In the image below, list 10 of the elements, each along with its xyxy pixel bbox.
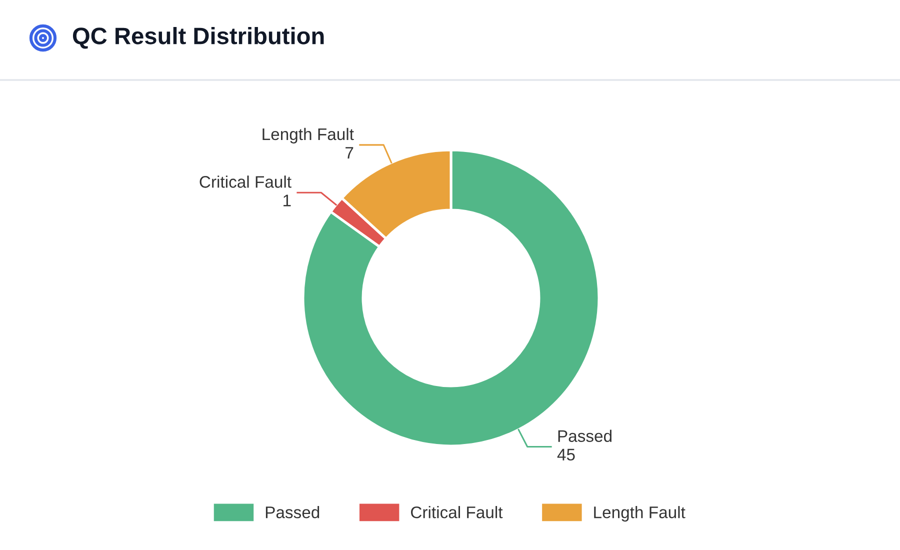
legend-label: Length Fault	[594, 506, 686, 522]
data-label: 45	[557, 448, 575, 461]
slice-label: Length Fault	[262, 128, 354, 144]
legend-label: Passed	[266, 506, 320, 518]
chart-title: QC Result Distribution	[72, 26, 324, 49]
data-label: 7	[346, 147, 354, 159]
legend-label: Critical Fault	[411, 506, 503, 518]
data-label: 1	[284, 194, 291, 206]
slice-label: Passed	[558, 430, 612, 442]
slice-label: Critical Fault	[200, 176, 292, 188]
